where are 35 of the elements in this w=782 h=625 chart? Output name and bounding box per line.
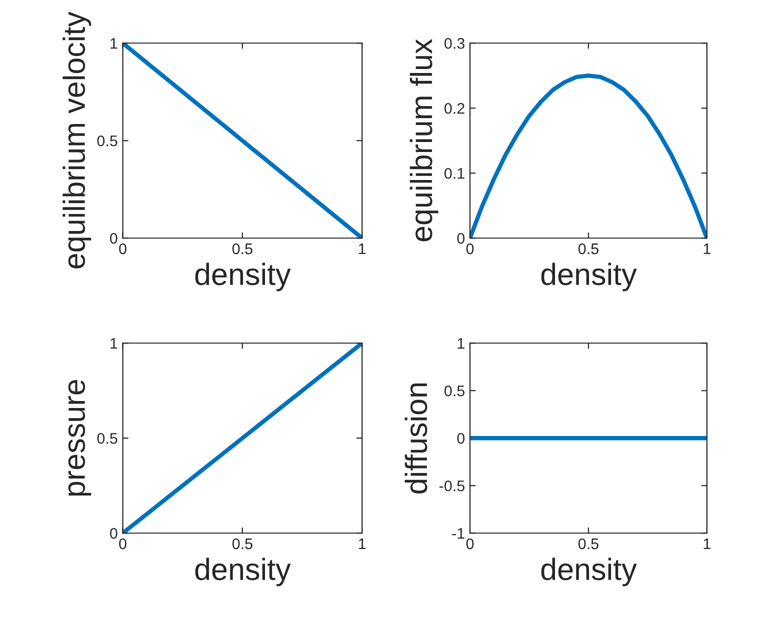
x-tick-label: 0.5 [232, 538, 252, 550]
y-tick-label: 1 [110, 38, 118, 49]
y-tick-label: -1 [452, 528, 464, 539]
y-tick-label: 0.5 [444, 385, 464, 396]
y-tick-label: 0.2 [444, 102, 464, 114]
y-axis-title: pressure [68, 380, 92, 496]
y-tick-label: 0.5 [97, 135, 118, 146]
x-axis-title: density [195, 262, 291, 292]
x-tick-label: 1 [704, 244, 710, 254]
y-tick-label: 0 [457, 232, 465, 244]
y-tick-label: -0.5 [439, 480, 464, 492]
x-tick-label: 0 [466, 243, 474, 254]
y-tick-label: 0.1 [444, 168, 464, 179]
x-tick-label: 1 [704, 538, 710, 550]
x-tick-label: 0 [466, 538, 474, 550]
y-tick-label: 1 [110, 338, 118, 349]
x-tick-label: 0 [119, 243, 126, 254]
x-tick-label: 1 [358, 538, 366, 550]
y-tick-label: 0.3 [444, 38, 464, 49]
x-axis-title: density [541, 262, 637, 292]
y-tick-label: 0 [457, 432, 465, 444]
y-tick-label: 0.5 [97, 432, 118, 444]
y-axis-title: equilibrium velocity [62, 12, 92, 268]
x-tick-label: 1 [358, 244, 366, 254]
x-tick-label: 0.5 [578, 538, 598, 550]
x-axis-title: density [195, 558, 291, 586]
y-tick-label: 1 [458, 338, 464, 349]
y-axis-title: diffusion [404, 383, 428, 494]
x-axis-title: density [541, 558, 637, 586]
x-tick-label: 0 [119, 538, 126, 550]
x-tick-label: 0.5 [578, 243, 598, 254]
y-tick-label: 0 [110, 232, 118, 244]
y-axis-title: equilibrium flux [410, 39, 438, 242]
x-tick-label: 0.5 [232, 243, 252, 254]
y-tick-label: 0 [110, 528, 118, 539]
